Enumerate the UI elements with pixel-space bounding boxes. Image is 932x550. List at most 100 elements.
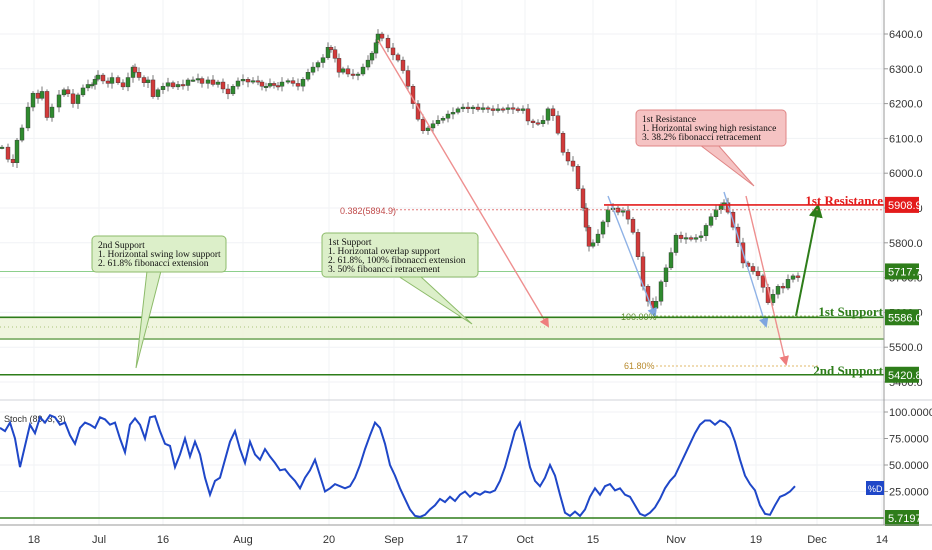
fib-leg-arrow-2 <box>723 191 769 328</box>
candle-body <box>405 70 411 87</box>
x-tick-label: 19 <box>750 534 762 546</box>
candle-body <box>400 59 406 71</box>
candle-body <box>520 108 526 111</box>
candle-body <box>180 84 186 87</box>
candle-body <box>95 74 101 80</box>
y-tick-label: 6400.0 <box>889 29 923 41</box>
candle-body <box>385 37 391 49</box>
candle-body <box>336 58 342 73</box>
second-support-price-tag-box <box>885 366 919 383</box>
candle-body <box>510 107 516 110</box>
candle-body <box>355 73 361 76</box>
candle-body <box>190 79 196 82</box>
second-support-price-tag-text: 5420.8 <box>888 370 922 382</box>
candle-body <box>465 106 471 110</box>
stoch-title: Stoch (89, 3, 3) <box>4 414 66 424</box>
candle-body <box>490 108 496 111</box>
support-price-tag-text: 5586.0 <box>888 312 922 324</box>
stoch-d-line <box>0 413 796 518</box>
candle-body <box>0 146 5 149</box>
candle-body <box>625 210 631 220</box>
candle-body <box>430 123 436 129</box>
candle-body <box>205 79 211 84</box>
y-tick-label: 6300.0 <box>889 64 923 76</box>
stoch-tick-label: 50.0000 <box>889 460 929 472</box>
candle-body <box>635 232 641 257</box>
x-tick-label: 18 <box>28 534 40 546</box>
candle-body <box>360 66 366 75</box>
candle-body <box>320 57 326 63</box>
candle-body <box>450 112 456 115</box>
candle-body <box>550 108 556 116</box>
candle-body <box>145 79 151 83</box>
candle-body <box>259 81 265 87</box>
candle-body <box>263 85 269 88</box>
candle-body <box>688 237 694 240</box>
candle-body <box>595 233 601 244</box>
first-support-note-box <box>321 232 479 278</box>
candle-body <box>160 85 166 90</box>
first-resistance-note-line-2: 3. 38.2% fibonacci retracement <box>642 132 761 143</box>
first-support-note-line-0: 1st Support <box>328 238 372 248</box>
stoch-legend-label: %D <box>868 484 883 494</box>
candle-body <box>290 80 296 84</box>
candle-body <box>195 78 201 81</box>
candle-body <box>315 62 321 68</box>
candle-body <box>668 252 674 269</box>
second-support-label: 2nd Support <box>813 363 883 378</box>
stoch-tick-label: 75.0000 <box>889 434 929 446</box>
candle-body <box>369 52 375 61</box>
candle-body <box>150 79 156 97</box>
candle-body <box>275 85 281 88</box>
y-tick-label: 6200.0 <box>889 99 923 111</box>
candle-body <box>255 80 261 83</box>
last-price-tag-box <box>885 263 919 280</box>
candle-body <box>225 88 231 95</box>
fib-leg-arrow <box>607 195 657 318</box>
candle-body <box>332 49 338 59</box>
candle-body <box>570 160 576 167</box>
candle-body <box>708 216 714 226</box>
candle-body <box>683 237 689 240</box>
candle-body <box>505 107 511 110</box>
candle-body <box>325 47 331 58</box>
candle-body <box>70 93 76 104</box>
second-support-note-line-1: 1. Horizontal swing low support <box>98 250 221 260</box>
candle-body <box>475 106 481 110</box>
candle-body <box>245 79 251 83</box>
second-support-note-line-0: 2nd Support <box>98 241 145 251</box>
x-tick-label: 20 <box>323 534 335 546</box>
candle-body <box>460 106 466 110</box>
y-tick-label: 6000.0 <box>889 168 923 180</box>
x-tick-label: 15 <box>587 534 599 546</box>
candle-body <box>545 108 551 121</box>
candle-body <box>425 127 431 131</box>
candle-body <box>630 218 636 233</box>
x-tick-label: 16 <box>157 534 169 546</box>
candle-body <box>44 91 50 118</box>
candle-body <box>530 120 536 123</box>
candle-body <box>89 84 95 87</box>
candle-body <box>678 234 684 239</box>
candles <box>0 29 801 312</box>
resistance-price-tag-text: 5908.9 <box>888 200 922 212</box>
candle-body <box>515 108 521 111</box>
candle-body <box>30 92 36 108</box>
candle-body <box>305 72 311 80</box>
candle-body <box>620 210 626 213</box>
candle-body <box>760 275 766 288</box>
second-support-note-box <box>91 235 227 273</box>
first-support-note-line-2: 2. 61.8%, 100% fibonacci extension <box>328 255 466 266</box>
candle-body <box>155 89 161 97</box>
candle-body <box>250 80 256 83</box>
candle-body <box>350 73 356 76</box>
candle-body <box>39 91 45 99</box>
candle-body <box>500 108 506 111</box>
candle-body <box>10 159 16 163</box>
candle-body <box>100 74 106 82</box>
stoch-legend-box <box>866 481 884 495</box>
x-tick-label: Aug <box>233 534 253 546</box>
candle-body <box>580 188 586 209</box>
